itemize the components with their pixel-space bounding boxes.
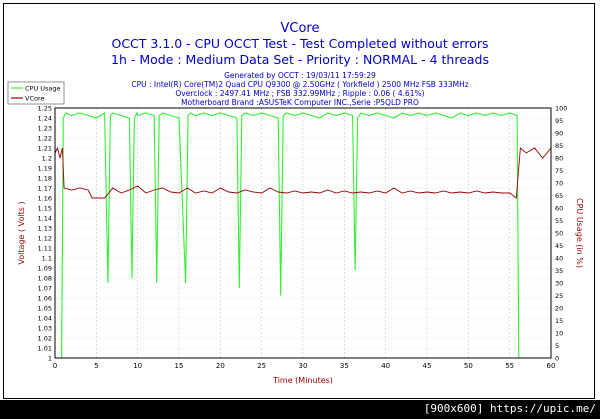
info-motherboard: Motherboard Brand :ASUSTeK Computer INC.…: [181, 98, 419, 107]
x-tick-label: 60: [547, 362, 556, 370]
x-axis-ticks: 0 5 10 15 20 25 30 35 40 45 50 55 60: [53, 362, 556, 370]
y-tick-label: 1.19: [38, 164, 52, 172]
y2-tick-label: 0: [555, 354, 559, 362]
y-tick-label: 1.05: [38, 304, 52, 312]
series-line-cpu-usage: [55, 111, 551, 359]
y2-tick-label: 50: [555, 229, 563, 237]
chart-frame: [3, 3, 595, 399]
y-tick-label: 1.11: [38, 244, 52, 252]
chart-title: VCore: [280, 21, 320, 36]
x-tick-label: 40: [381, 362, 390, 370]
y-tick-label: 1.17: [38, 184, 52, 192]
y-tick-label: 1: [48, 354, 52, 362]
x-tick-label: 55: [505, 362, 514, 370]
y-tick-label: 1.1: [42, 254, 52, 262]
chart-subtitle-2: 1h - Mode : Medium Data Set - Priority :…: [111, 52, 489, 67]
legend-label-vcore: VCore: [25, 95, 45, 103]
y-tick-label: 1.09: [38, 264, 52, 272]
y-axis-ticks: 1 1.01 1.02 1.03 1.04 1.05 1.06 1.07 1.08 1.09 1.1…: [38, 104, 52, 362]
series-layer: [54, 111, 552, 359]
y2-tick-label: 85: [555, 142, 563, 150]
y2-axis-ticks: 0 5 10 15 20 25 30 35 40 45 50 55 60 65 70 75 80 85 90 95 10…: [555, 104, 567, 362]
y2-tick-label: 60: [555, 204, 563, 212]
info-generated: Generated by OCCT : 19/03/11 17:59:29: [224, 71, 376, 80]
y2-tick-label: 25: [555, 292, 563, 300]
y2-tick-label: 75: [555, 167, 563, 175]
y2-tick-label: 70: [555, 179, 563, 187]
x-tick-label: 15: [175, 362, 184, 370]
y2-tick-label: 100: [555, 104, 567, 112]
info-cpu: CPU : Intel(R) Core(TM)2 Quad CPU Q9300 …: [131, 80, 469, 89]
y-tick-label: 1.14: [38, 214, 52, 222]
y-tick-label: 1.03: [38, 324, 52, 332]
y-tick-label: 1.2: [42, 154, 52, 162]
x-tick-label: 5: [94, 362, 98, 370]
y-tick-label: 1.08: [38, 274, 52, 282]
y-tick-label: 1.23: [38, 124, 52, 132]
y2-tick-label: 55: [555, 217, 563, 225]
info-overclock: Overclock : 2497.41 MHz ; FSB 332.99MHz …: [175, 89, 425, 98]
x-tick-label: 25: [257, 362, 266, 370]
x-tick-label: 45: [423, 362, 432, 370]
x-tick-label: 30: [299, 362, 308, 370]
y2-tick-label: 40: [555, 254, 563, 262]
y-tick-label: 1.21: [38, 144, 52, 152]
y-tick-label: 1.12: [38, 234, 52, 242]
footer-bar: [900x600] https://upic.me/: [0, 400, 600, 419]
y-tick-label: 1.02: [38, 334, 52, 342]
x-tick-label: 50: [464, 362, 473, 370]
y2-tick-label: 65: [555, 192, 563, 200]
x-tick-label: 20: [216, 362, 225, 370]
y2-tick-label: 10: [555, 329, 563, 337]
x-tick-label: 0: [53, 362, 57, 370]
y2-tick-label: 80: [555, 154, 563, 162]
legend: CPU Usage VCore: [7, 81, 65, 105]
y2-tick-label: 5: [555, 342, 559, 350]
plot-area-border: [54, 107, 552, 359]
y2-axis-label: CPU Usage (in %): [575, 198, 584, 268]
y-tick-label: 1.01: [38, 344, 52, 352]
x-axis-label: Time (Minutes): [272, 376, 333, 385]
y2-tick-label: 95: [555, 117, 563, 125]
x-tick-label: 10: [133, 362, 142, 370]
series-line-vcore: [54, 146, 552, 199]
y-axis-label: Voltage ( Volts ): [17, 201, 26, 264]
y-tick-label: 1.16: [38, 194, 52, 202]
y2-tick-label: 15: [555, 317, 563, 325]
y-tick-label: 1.15: [38, 204, 52, 212]
x-tick-label: 35: [340, 362, 349, 370]
y2-tick-label: 20: [555, 304, 563, 312]
y2-tick-label: 30: [555, 279, 563, 287]
y-tick-label: 1.06: [38, 294, 52, 302]
y2-tick-label: 35: [555, 267, 563, 275]
y2-tick-label: 45: [555, 242, 563, 250]
y-tick-label: 1.22: [38, 134, 52, 142]
footer-text: [900x600] https://upic.me/: [423, 402, 596, 415]
y-tick-label: 1.04: [38, 314, 52, 322]
y-tick-label: 1.13: [38, 224, 52, 232]
y-tick-label: 1.07: [38, 284, 52, 292]
legend-label-cpu-usage: CPU Usage: [25, 85, 61, 93]
y-tick-label: 1.24: [38, 114, 52, 122]
y-tick-label: 1.25: [38, 104, 52, 112]
y-tick-label: 1.18: [38, 174, 52, 182]
y2-tick-label: 90: [555, 129, 563, 137]
chart-subtitle-1: OCCT 3.1.0 - CPU OCCT Test - Test Comple…: [111, 36, 489, 51]
